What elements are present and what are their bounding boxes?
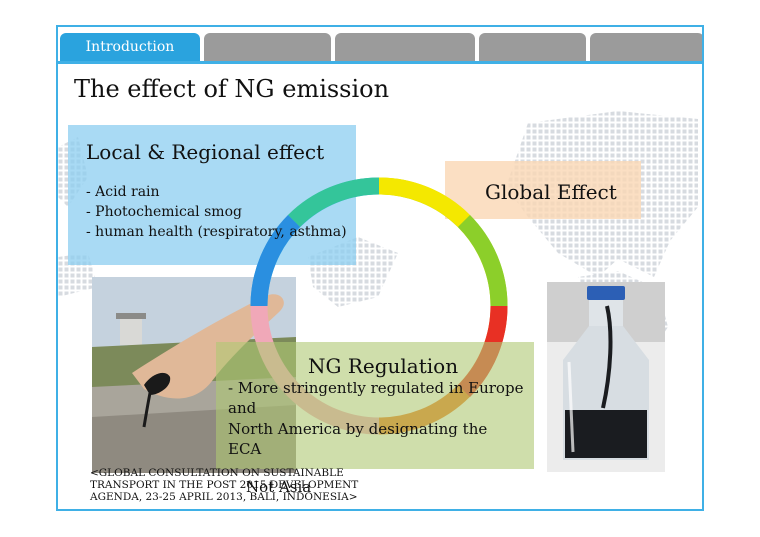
regulation-line-3: North America by designating the: [228, 420, 488, 438]
bullet-smog: - Photochemical smog: [86, 204, 242, 220]
regulation-title: NG Regulation: [308, 354, 459, 378]
global-effect-title: Global Effect: [485, 180, 617, 204]
local-effect-box: [68, 125, 356, 265]
tab-2[interactable]: [204, 33, 331, 61]
regulation-line-1: - More stringently regulated in Europe: [228, 379, 524, 397]
source-line-3: AGENDA, 23-25 APRIL 2013, BALI, INDONESI…: [90, 491, 358, 503]
source-line-2: TRANSPORT IN THE POST 2015 DEVELOPMENT: [90, 479, 359, 491]
regulation-box: [216, 342, 534, 469]
oil-bottle-photo: [547, 282, 665, 472]
bullet-acid-rain: - Acid rain: [86, 184, 160, 200]
tab-3[interactable]: [335, 33, 475, 61]
tab-bar: Introduction: [58, 33, 702, 61]
bullet-health: - human health (respiratory, asthma): [86, 224, 347, 240]
global-effect-box: [445, 161, 641, 219]
local-effect-title: Local & Regional effect: [86, 140, 325, 164]
tab-introduction[interactable]: Introduction: [60, 33, 200, 61]
regulation-line-4: ECA: [228, 440, 262, 458]
source-line-1: <GLOBAL CONSULTATION ON SUSTAINABLE: [90, 467, 344, 479]
slide: Introduction The effect of NG emission: [56, 25, 704, 511]
regulation-line-2: and: [228, 399, 257, 417]
tab-5[interactable]: [590, 33, 702, 61]
not-asia-label: Not Asia: [246, 478, 312, 496]
tab-4[interactable]: [479, 33, 586, 61]
page-title: The effect of NG emission: [74, 75, 390, 103]
tab-underline: [58, 61, 702, 64]
